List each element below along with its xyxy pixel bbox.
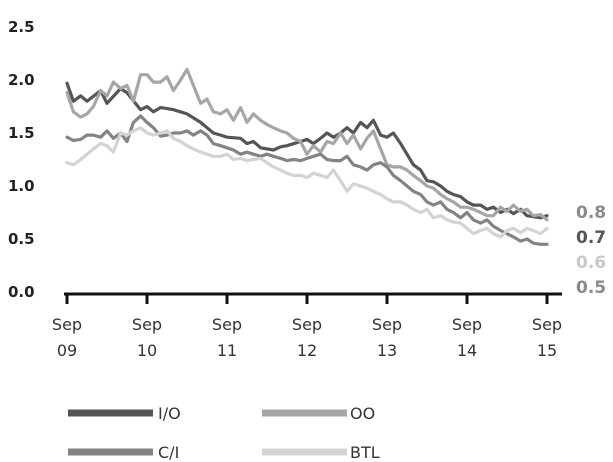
end-label: 0.7 <box>576 228 606 248</box>
y-tick-label: 0.5 <box>8 230 35 248</box>
legend-label: I/O <box>158 404 181 423</box>
x-tick-label-month: Sep <box>52 315 82 334</box>
x-tick-label-month: Sep <box>452 315 482 334</box>
y-axis-ticks: 0.0 0.5 1.0 1.5 2.0 2.5 <box>8 18 35 301</box>
x-tick-label-year: 12 <box>297 341 317 360</box>
series-line-c-i <box>65 114 549 246</box>
legend: I/O OO C/I BTL <box>68 404 380 462</box>
x-tick-label-month: Sep <box>532 315 562 334</box>
y-tick-label: 1.5 <box>8 124 35 142</box>
x-tick-label-month: Sep <box>212 315 242 334</box>
x-tick-label-year: 10 <box>137 341 157 360</box>
end-labels: 0.8 0.7 0.6 0.5 <box>576 203 606 298</box>
series-line-i-o <box>65 81 549 220</box>
legend-label: BTL <box>350 443 380 462</box>
x-tick-label-year: 11 <box>217 341 237 360</box>
x-tick-label-month: Sep <box>372 315 402 334</box>
y-tick-label: 1.0 <box>8 177 35 195</box>
y-tick-label: 2.0 <box>8 71 35 89</box>
series-line-oo <box>65 67 549 222</box>
y-tick-label: 0.0 <box>8 283 35 301</box>
x-tick-label-year: 09 <box>57 341 77 360</box>
end-label: 0.8 <box>576 203 606 223</box>
legend-label: C/I <box>158 443 179 462</box>
legend-label: OO <box>350 404 375 423</box>
series-lines <box>65 67 549 246</box>
x-tick-label-year: 13 <box>377 341 397 360</box>
end-label: 0.5 <box>576 278 606 298</box>
x-tick-label-month: Sep <box>132 315 162 334</box>
x-tick-label-year: 15 <box>537 341 557 360</box>
x-tick-label-year: 14 <box>457 341 477 360</box>
x-axis: Sep 09 Sep 10 Sep 11 Sep 12 Sep 13 Sep 14 Sep 15 <box>52 292 562 360</box>
y-tick-label: 2.5 <box>8 18 35 36</box>
x-tick-label-month: Sep <box>292 315 322 334</box>
series-line-btl <box>65 126 549 239</box>
end-label: 0.6 <box>576 253 606 273</box>
